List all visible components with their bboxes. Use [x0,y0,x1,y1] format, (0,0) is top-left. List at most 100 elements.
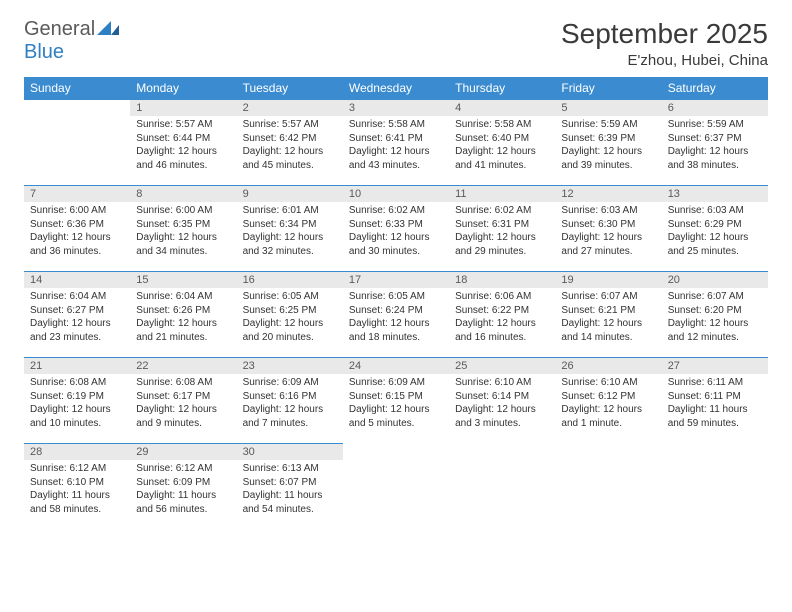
sunset-text: Sunset: 6:09 PM [136,476,230,490]
calendar-week-row: 14Sunrise: 6:04 AMSunset: 6:27 PMDayligh… [24,272,768,358]
day-details: Sunrise: 6:00 AMSunset: 6:36 PMDaylight:… [24,202,130,262]
daylight-text: Daylight: 12 hours and 16 minutes. [455,317,549,344]
day-details: Sunrise: 6:12 AMSunset: 6:09 PMDaylight:… [130,460,236,520]
calendar-day-cell [449,444,555,530]
sunset-text: Sunset: 6:22 PM [455,304,549,318]
day-number: 28 [24,444,130,460]
sunset-text: Sunset: 6:39 PM [561,132,655,146]
sunrise-text: Sunrise: 6:03 AM [668,204,762,218]
sunrise-text: Sunrise: 6:09 AM [349,376,443,390]
sunset-text: Sunset: 6:37 PM [668,132,762,146]
sunset-text: Sunset: 6:12 PM [561,390,655,404]
day-details: Sunrise: 6:06 AMSunset: 6:22 PMDaylight:… [449,288,555,348]
daylight-text: Daylight: 12 hours and 12 minutes. [668,317,762,344]
sunrise-text: Sunrise: 6:00 AM [30,204,124,218]
calendar-day-cell: 21Sunrise: 6:08 AMSunset: 6:19 PMDayligh… [24,358,130,444]
daylight-text: Daylight: 12 hours and 20 minutes. [243,317,337,344]
calendar-day-cell: 14Sunrise: 6:04 AMSunset: 6:27 PMDayligh… [24,272,130,358]
day-number: 7 [24,186,130,202]
day-number: 6 [662,100,768,116]
sunrise-text: Sunrise: 6:12 AM [136,462,230,476]
day-number: 17 [343,272,449,288]
daylight-text: Daylight: 12 hours and 32 minutes. [243,231,337,258]
sunrise-text: Sunrise: 6:06 AM [455,290,549,304]
daylight-text: Daylight: 12 hours and 34 minutes. [136,231,230,258]
calendar-table: Sunday Monday Tuesday Wednesday Thursday… [24,77,768,530]
daylight-text: Daylight: 12 hours and 7 minutes. [243,403,337,430]
day-details: Sunrise: 6:13 AMSunset: 6:07 PMDaylight:… [237,460,343,520]
sunset-text: Sunset: 6:44 PM [136,132,230,146]
sunrise-text: Sunrise: 6:04 AM [136,290,230,304]
calendar-day-cell: 20Sunrise: 6:07 AMSunset: 6:20 PMDayligh… [662,272,768,358]
daylight-text: Daylight: 12 hours and 9 minutes. [136,403,230,430]
sunset-text: Sunset: 6:19 PM [30,390,124,404]
day-number: 30 [237,444,343,460]
sunset-text: Sunset: 6:24 PM [349,304,443,318]
calendar-body: 1Sunrise: 5:57 AMSunset: 6:44 PMDaylight… [24,100,768,530]
day-details: Sunrise: 6:11 AMSunset: 6:11 PMDaylight:… [662,374,768,434]
sunrise-text: Sunrise: 6:03 AM [561,204,655,218]
day-number: 8 [130,186,236,202]
day-number: 9 [237,186,343,202]
sunrise-text: Sunrise: 5:59 AM [668,118,762,132]
day-number: 24 [343,358,449,374]
sunset-text: Sunset: 6:26 PM [136,304,230,318]
daylight-text: Daylight: 11 hours and 59 minutes. [668,403,762,430]
day-number: 3 [343,100,449,116]
calendar-day-cell: 15Sunrise: 6:04 AMSunset: 6:26 PMDayligh… [130,272,236,358]
calendar-day-cell: 29Sunrise: 6:12 AMSunset: 6:09 PMDayligh… [130,444,236,530]
day-number: 18 [449,272,555,288]
daylight-text: Daylight: 12 hours and 23 minutes. [30,317,124,344]
sunset-text: Sunset: 6:40 PM [455,132,549,146]
sunset-text: Sunset: 6:21 PM [561,304,655,318]
sunset-text: Sunset: 6:41 PM [349,132,443,146]
day-number: 20 [662,272,768,288]
title-block: September 2025 E'zhou, Hubei, China [561,18,768,69]
sunrise-text: Sunrise: 6:11 AM [668,376,762,390]
sunrise-text: Sunrise: 6:01 AM [243,204,337,218]
calendar-day-cell: 2Sunrise: 5:57 AMSunset: 6:42 PMDaylight… [237,100,343,186]
calendar-day-cell [662,444,768,530]
sunrise-text: Sunrise: 6:13 AM [243,462,337,476]
calendar-week-row: 1Sunrise: 5:57 AMSunset: 6:44 PMDaylight… [24,100,768,186]
calendar-day-cell: 22Sunrise: 6:08 AMSunset: 6:17 PMDayligh… [130,358,236,444]
daylight-text: Daylight: 12 hours and 5 minutes. [349,403,443,430]
dayname-friday: Friday [555,77,661,100]
sunset-text: Sunset: 6:14 PM [455,390,549,404]
sunset-text: Sunset: 6:34 PM [243,218,337,232]
sunrise-text: Sunrise: 5:58 AM [349,118,443,132]
sunrise-text: Sunrise: 6:05 AM [349,290,443,304]
sunrise-text: Sunrise: 5:59 AM [561,118,655,132]
calendar-header-row: Sunday Monday Tuesday Wednesday Thursday… [24,77,768,100]
calendar-day-cell: 4Sunrise: 5:58 AMSunset: 6:40 PMDaylight… [449,100,555,186]
calendar-day-cell: 13Sunrise: 6:03 AMSunset: 6:29 PMDayligh… [662,186,768,272]
day-details: Sunrise: 6:03 AMSunset: 6:30 PMDaylight:… [555,202,661,262]
daylight-text: Daylight: 12 hours and 29 minutes. [455,231,549,258]
logo-text: General Blue [24,18,119,64]
calendar-page: General Blue September 2025 E'zhou, Hube… [0,0,792,530]
calendar-day-cell: 25Sunrise: 6:10 AMSunset: 6:14 PMDayligh… [449,358,555,444]
day-details: Sunrise: 6:04 AMSunset: 6:26 PMDaylight:… [130,288,236,348]
calendar-day-cell: 30Sunrise: 6:13 AMSunset: 6:07 PMDayligh… [237,444,343,530]
daylight-text: Daylight: 12 hours and 36 minutes. [30,231,124,258]
dayname-saturday: Saturday [662,77,768,100]
logo: General Blue [24,18,119,64]
day-number: 14 [24,272,130,288]
day-number: 16 [237,272,343,288]
logo-word-general: General [24,18,95,40]
sunset-text: Sunset: 6:30 PM [561,218,655,232]
day-number: 4 [449,100,555,116]
calendar-day-cell: 8Sunrise: 6:00 AMSunset: 6:35 PMDaylight… [130,186,236,272]
sunset-text: Sunset: 6:11 PM [668,390,762,404]
daylight-text: Daylight: 12 hours and 25 minutes. [668,231,762,258]
daylight-text: Daylight: 11 hours and 54 minutes. [243,489,337,516]
day-number: 19 [555,272,661,288]
day-number: 12 [555,186,661,202]
sunrise-text: Sunrise: 5:57 AM [136,118,230,132]
calendar-day-cell: 12Sunrise: 6:03 AMSunset: 6:30 PMDayligh… [555,186,661,272]
day-details: Sunrise: 6:04 AMSunset: 6:27 PMDaylight:… [24,288,130,348]
day-number: 23 [237,358,343,374]
month-title: September 2025 [561,18,768,50]
day-details: Sunrise: 6:00 AMSunset: 6:35 PMDaylight:… [130,202,236,262]
daylight-text: Daylight: 12 hours and 18 minutes. [349,317,443,344]
